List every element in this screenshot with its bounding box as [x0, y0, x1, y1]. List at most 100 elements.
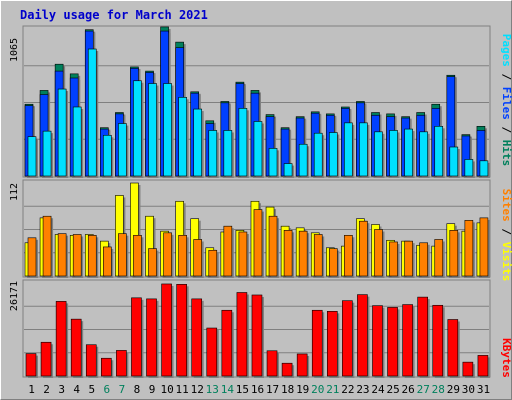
bar-sites-day-21	[328, 248, 338, 277]
bar-sites-day-17	[268, 215, 278, 277]
x-label-day-29: 29	[447, 383, 460, 396]
bar-kbytes-day-18	[281, 362, 293, 377]
bar-sites-day-19	[298, 230, 308, 277]
bar-pages-day-7	[118, 123, 127, 177]
x-label-day-4: 4	[73, 383, 80, 396]
bar-pages-day-11	[178, 97, 187, 177]
bar-sites-day-4	[72, 234, 82, 277]
bar-kbytes-day-11	[176, 284, 187, 377]
chart-title: Daily usage for March 2021	[20, 8, 208, 22]
bar-pages-day-18	[283, 163, 293, 177]
x-label-day-19: 19	[296, 383, 309, 396]
x-label-day-13: 13	[206, 383, 219, 396]
bar-pages-day-23	[359, 122, 368, 177]
panel-kbytes: 26171 KBytes	[9, 279, 512, 378]
legend-visits: Visits	[500, 242, 512, 282]
bar-kbytes-day-19	[296, 353, 308, 377]
x-label-day-31: 31	[477, 383, 490, 396]
bar-pages-day-13	[208, 130, 218, 177]
bar-kbytes-day-24	[372, 305, 383, 377]
bar-sites-day-30	[464, 220, 474, 277]
bar-pages-day-1	[27, 136, 37, 177]
x-label-day-1: 1	[28, 383, 35, 396]
bar-sites-day-28	[434, 239, 444, 277]
legend-sep-3: /	[500, 222, 512, 242]
legend-middle: Sites / Visits	[500, 189, 512, 282]
bar-sites-day-27	[419, 242, 428, 277]
bar-kbytes-day-16	[251, 294, 263, 377]
bar-pages-day-31	[479, 160, 489, 177]
bar-pages-day-27	[419, 131, 428, 177]
bar-sites-day-23	[359, 220, 368, 277]
x-label-day-26: 26	[402, 383, 415, 396]
legend-sites: Sites	[500, 189, 512, 222]
bar-kbytes-day-26	[402, 304, 413, 377]
x-label-day-18: 18	[281, 383, 294, 396]
bar-sites-day-26	[404, 240, 413, 277]
bar-sites-day-15	[238, 231, 248, 277]
x-label-day-2: 2	[43, 383, 50, 396]
x-label-day-7: 7	[119, 383, 126, 396]
bar-sites-day-6	[103, 246, 112, 277]
bar-kbytes-day-21	[326, 311, 338, 377]
bar-pages-day-15	[238, 108, 248, 177]
bar-sites-day-11	[178, 235, 187, 277]
legend-hits: Hits	[500, 140, 512, 167]
bar-pages-day-8	[133, 80, 142, 177]
bar-pages-day-6	[103, 134, 112, 177]
bar-sites-day-3	[57, 233, 67, 277]
bar-kbytes-day-10	[161, 283, 172, 377]
legend-files: Files	[500, 87, 512, 120]
bar-pages-day-20	[313, 132, 323, 177]
x-label-day-15: 15	[236, 383, 249, 396]
bar-kbytes-day-12	[191, 298, 203, 377]
bar-sites-day-2	[42, 215, 52, 277]
bar-sites-day-10	[163, 232, 172, 277]
bars-middle	[24, 182, 490, 278]
bar-kbytes-day-4	[70, 318, 82, 377]
x-label-day-24: 24	[371, 383, 385, 396]
bar-sites-day-16	[253, 209, 263, 277]
bar-sites-day-1	[27, 237, 37, 277]
bar-sites-day-14	[223, 225, 233, 277]
bar-sites-day-8	[133, 235, 142, 277]
bar-pages-day-29	[449, 146, 459, 177]
x-label-day-22: 22	[341, 383, 354, 396]
bar-pages-day-10	[163, 83, 172, 177]
bar-pages-day-9	[148, 83, 157, 177]
x-label-day-25: 25	[386, 383, 399, 396]
bar-pages-day-17	[268, 148, 278, 177]
x-label-day-9: 9	[149, 383, 156, 396]
bar-sites-day-25	[389, 241, 398, 277]
bar-pages-day-3	[57, 88, 67, 177]
x-label-day-5: 5	[88, 383, 95, 396]
x-axis-labels: 1 2 3 4 5 6 7 8 9 10 11 12 13 14 15 16 17 18 19 20 21 22 23 24 2…	[28, 383, 490, 396]
bar-kbytes-day-9	[146, 298, 157, 377]
bar-pages-day-26	[404, 128, 413, 177]
bar-pages-day-2	[42, 130, 52, 177]
bar-kbytes-day-13	[206, 327, 218, 377]
bar-pages-day-5	[87, 48, 97, 177]
bar-sites-day-18	[283, 230, 293, 277]
x-label-day-11: 11	[176, 383, 189, 396]
bars-bottom	[25, 283, 490, 378]
bar-kbytes-day-28	[432, 304, 444, 377]
bar-pages-day-21	[328, 132, 338, 177]
bar-sites-day-9	[148, 248, 157, 277]
bar-sites-day-7	[118, 233, 127, 277]
bar-sites-day-20	[313, 234, 323, 277]
panel-hits-files-pages: 1065 Pages / Files / Hits	[9, 25, 512, 179]
bar-kbytes-day-27	[417, 296, 428, 377]
bar-pages-day-28	[434, 126, 444, 177]
bar-pages-day-12	[193, 108, 203, 177]
bar-pages-day-16	[253, 121, 263, 177]
bar-kbytes-day-30	[462, 361, 474, 377]
panel-visits-sites: 112 Sites / Visits	[9, 179, 512, 282]
bar-kbytes-day-25	[387, 307, 398, 377]
legend-sep-1: /	[500, 67, 512, 87]
bar-kbytes-day-6	[101, 357, 112, 377]
bar-pages-day-4	[72, 106, 82, 177]
y-max-label-top: 1065	[9, 38, 20, 62]
x-label-day-12: 12	[191, 383, 204, 396]
